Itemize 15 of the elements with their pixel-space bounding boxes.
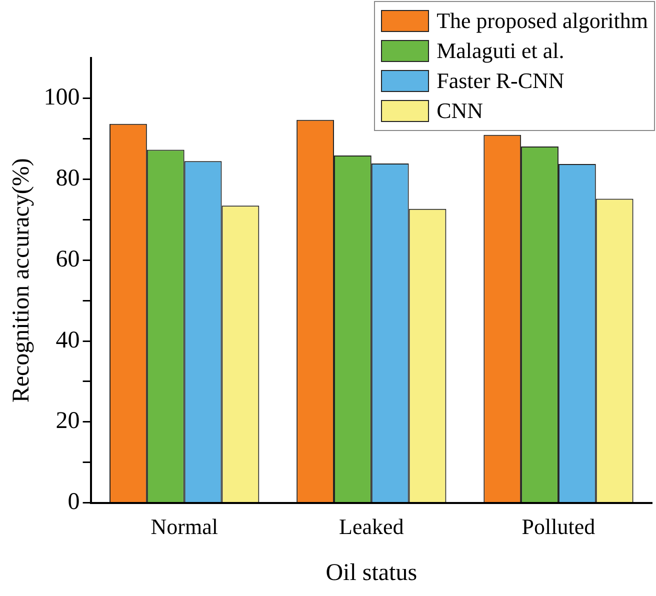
x-axis-title: Oil status [326, 560, 418, 586]
x-tick-label: Normal [150, 514, 218, 539]
x-tick-label: Polluted [522, 514, 596, 539]
y-tick-label: 20 [56, 408, 80, 434]
y-tick-label: 80 [56, 166, 80, 192]
y-axis-title: Recognition accuracy(%) [8, 158, 35, 403]
legend-label: The proposed algorithm [436, 8, 648, 34]
legend-label: CNN [436, 98, 484, 124]
legend-label: Faster R-CNN [436, 68, 564, 94]
x-tick-label: Leaked [339, 514, 404, 539]
y-tick-label: 100 [44, 84, 80, 111]
legend-label: Malaguti et al. [436, 38, 564, 64]
y-tick-label: 60 [56, 246, 80, 272]
y-tick-label: 0 [68, 489, 80, 516]
y-tick-label: 40 [56, 327, 80, 354]
